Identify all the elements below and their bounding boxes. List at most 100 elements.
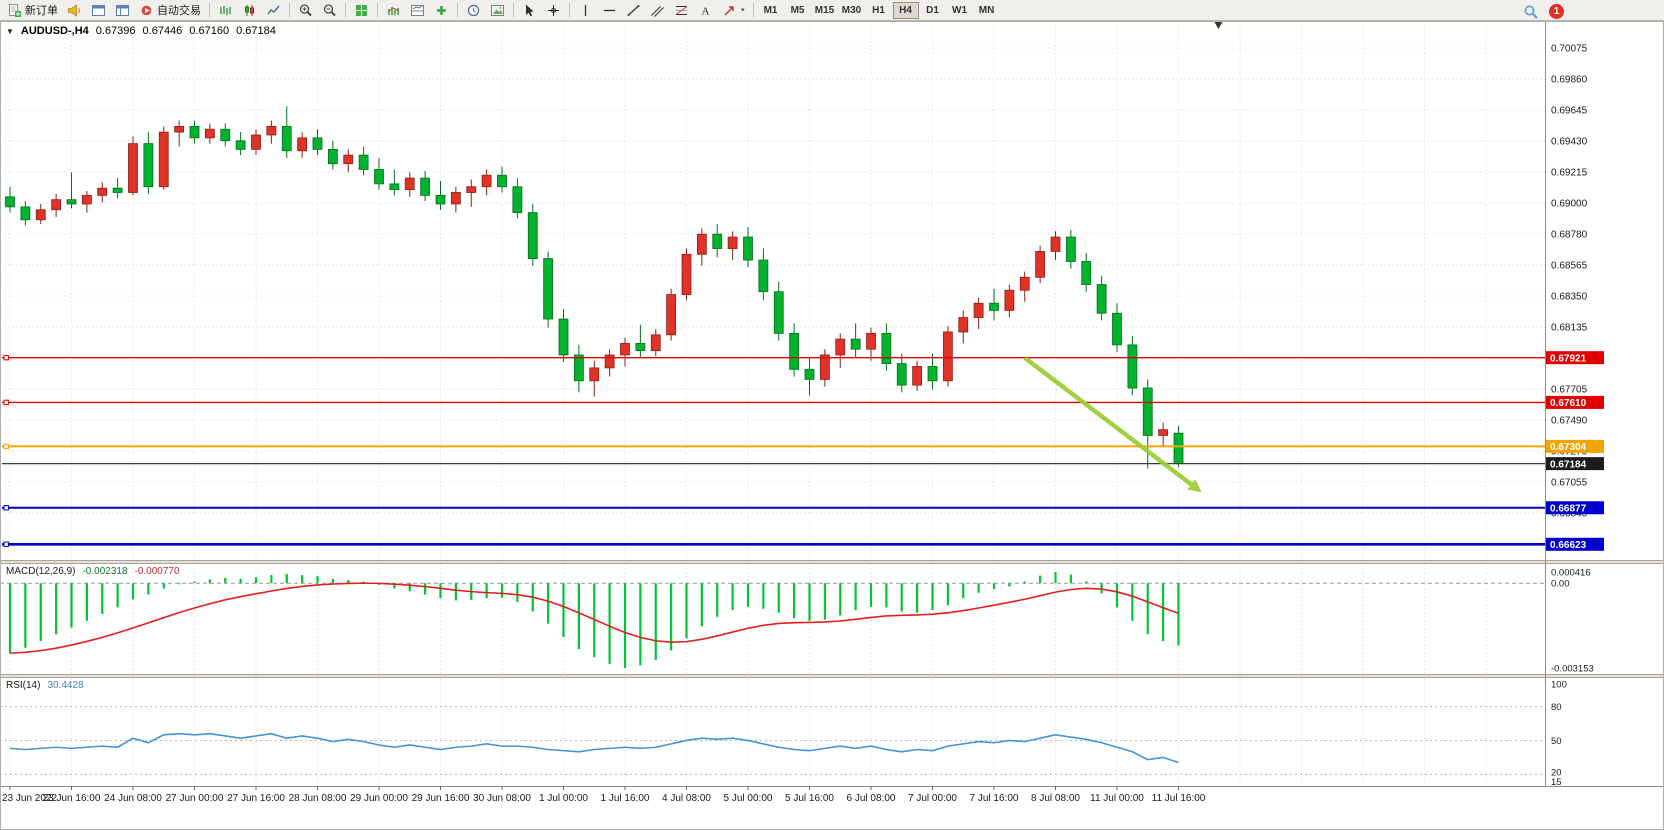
candle-body [681, 253, 692, 295]
price-tag-label: 0.67610 [1550, 398, 1587, 409]
horn-icon [68, 3, 80, 17]
panel-separator[interactable] [0, 560, 1664, 564]
zoom-out-button[interactable] [318, 1, 341, 20]
autotrade-icon [141, 5, 152, 15]
navigator-button[interactable] [111, 1, 134, 20]
time-axis-label: 28 Jun 08:00 [289, 793, 347, 804]
price-tag [1546, 457, 1604, 471]
price-axis-label: 0.68350 [1551, 292, 1588, 303]
candle-body [743, 236, 753, 261]
channel-button[interactable] [646, 1, 669, 20]
line-handle [3, 354, 9, 361]
candle-body [527, 212, 538, 260]
tile-windows-icon [356, 4, 367, 16]
tile-windows-button[interactable] [350, 1, 373, 20]
trendline-button[interactable] [622, 1, 645, 20]
candlestick-chart-button[interactable] [238, 1, 261, 20]
price-tag [1546, 351, 1604, 365]
timeframe-w1-button[interactable]: W1 [947, 2, 973, 19]
arrows-button[interactable]: ▾ [718, 1, 749, 20]
templates-button[interactable] [486, 1, 509, 20]
macd-axis-label: 0.00 [1551, 579, 1570, 590]
candle-body [1065, 236, 1076, 262]
candle-body [420, 177, 431, 196]
timeframe-mn-button[interactable]: MN [974, 2, 1000, 19]
toolbar-separator [289, 3, 290, 17]
period-button[interactable] [462, 1, 485, 20]
market-watch-button[interactable] [87, 1, 110, 20]
candle-body [143, 143, 154, 188]
chart-shift-marker[interactable] [1214, 22, 1223, 29]
candle-body [1050, 236, 1061, 252]
bar-chart-button[interactable] [214, 1, 237, 20]
time-axis-label: 27 Jun 00:00 [166, 793, 224, 804]
trend-arrow-object[interactable] [1023, 356, 1193, 487]
price-axis-label: 0.67705 [1551, 385, 1588, 396]
indicators-button[interactable] [382, 1, 405, 20]
fibonacci-icon [675, 5, 688, 15]
macd-axis-label: 0.000416 [1551, 568, 1591, 579]
line-handle [3, 443, 9, 450]
candle-body [174, 125, 185, 133]
price-tag [1546, 395, 1604, 409]
horizontal-line-button[interactable] [598, 1, 621, 20]
cursor-button[interactable] [518, 1, 541, 20]
candle-body [773, 291, 784, 334]
time-axis-label: 23 Jun 2022 [2, 793, 57, 804]
timeframe-m1-button[interactable]: M1 [758, 2, 784, 19]
candle-body [1096, 284, 1107, 314]
time-axis-label: 24 Jun 08:00 [104, 793, 162, 804]
text-button[interactable]: A [694, 1, 717, 20]
candle-body [404, 177, 415, 191]
candle-body [66, 199, 77, 205]
price-tag-label: 0.66623 [1550, 540, 1587, 551]
chevron-down-icon: ▾ [741, 7, 745, 14]
vertical-line-button[interactable] [574, 1, 597, 20]
timeframe-m15-button[interactable]: M15 [812, 2, 838, 19]
price-axis-label: 0.69860 [1551, 75, 1588, 86]
line-chart-button[interactable] [262, 1, 285, 20]
macd-axis-label: -0.003153 [1551, 664, 1594, 675]
price-axis-label: 0.70075 [1551, 44, 1588, 55]
autotrade-button[interactable]: 自动交易 [135, 1, 205, 20]
search-button[interactable] [1519, 2, 1543, 21]
candle-body [35, 209, 46, 221]
candle-body [1127, 344, 1138, 389]
timeframe-d1-button[interactable]: D1 [920, 2, 946, 19]
candle-body [158, 131, 169, 188]
time-axis-label: 7 Jul 00:00 [908, 793, 957, 804]
candle-body [297, 137, 308, 152]
time-axis-label: 5 Jul 00:00 [724, 793, 773, 804]
cursor-icon [526, 4, 534, 16]
timeframe-h4-button[interactable]: H4 [892, 1, 919, 19]
candle-body [712, 233, 723, 249]
candle-body [204, 128, 215, 139]
candle-body [589, 367, 600, 382]
panel-separator[interactable] [0, 674, 1664, 678]
add-indicator-button[interactable] [430, 1, 453, 20]
template-image-icon [491, 4, 504, 16]
crosshair-button[interactable] [542, 1, 565, 20]
timeframe-h1-button[interactable]: H1 [866, 2, 892, 19]
fibonacci-button[interactable] [670, 1, 693, 20]
candle-body [1019, 276, 1030, 291]
candle-body [220, 128, 231, 142]
navigator-icon [116, 4, 129, 16]
zoom-in-button[interactable] [294, 1, 317, 20]
notification-badge[interactable]: 1 [1549, 4, 1564, 19]
timeframe-m5-button[interactable]: M5 [785, 2, 811, 19]
indicator-window-button[interactable] [406, 1, 429, 20]
candlestick-icon [245, 4, 254, 16]
price-tag-label: 0.67304 [1550, 442, 1587, 453]
candle-body [343, 154, 354, 165]
price-tag [1546, 439, 1604, 453]
price-axis-label: 0.68780 [1551, 230, 1588, 241]
new-order-button[interactable]: 新订单 [3, 1, 62, 20]
new-order-icon [9, 3, 21, 17]
timeframe-m30-button[interactable]: M30 [839, 2, 865, 19]
time-axis-label: 5 Jul 16:00 [785, 793, 834, 804]
toolbar-separator [345, 3, 346, 17]
signals-button[interactable] [63, 1, 86, 20]
